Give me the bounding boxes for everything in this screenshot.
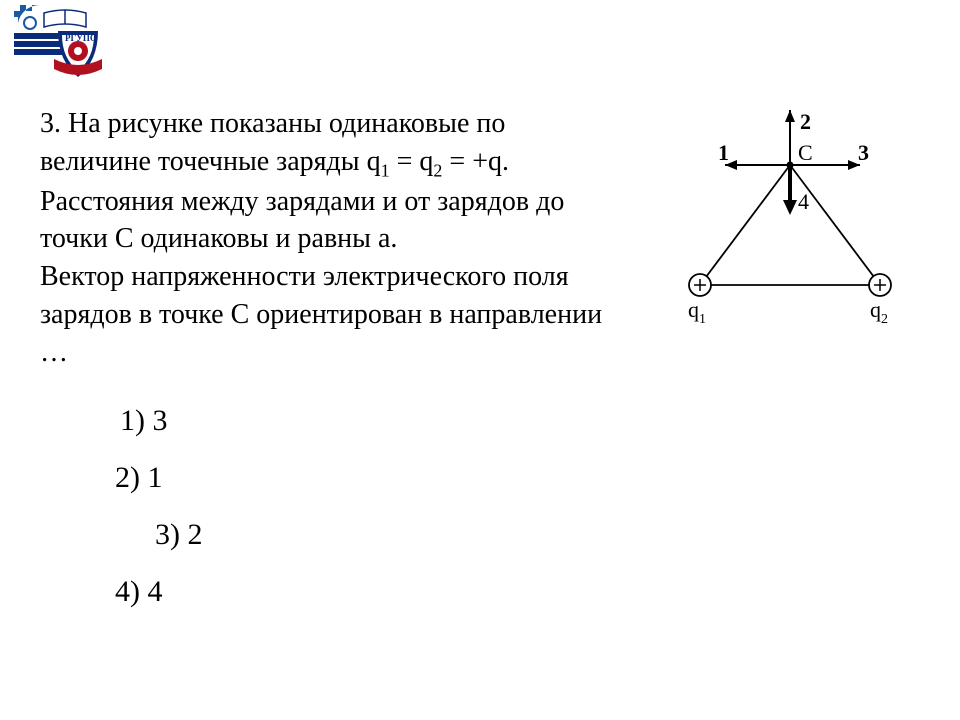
label-c: C (798, 140, 813, 165)
option-2: 2) 1 (115, 449, 920, 506)
option-3: 3) 2 (155, 506, 920, 563)
page-root: РГУПС 3. На рисунке показаны одинаковые … (0, 0, 960, 720)
option-1: 1) 3 (120, 392, 920, 449)
q-line2a: величине точечные заряды q (40, 146, 381, 177)
answer-options: 1) 3 2) 1 3) 2 4) 4 (40, 392, 920, 620)
q-line6: зарядов в точке C ориентирован в направл… (40, 299, 602, 330)
q-line5: Вектор напряженности электрического поля (40, 261, 569, 292)
label-q2: q2 (870, 297, 888, 327)
triangle-diagram: 1 2 3 4 C q1 q2 (660, 105, 920, 340)
q-line2-sub1: 1 (381, 160, 390, 180)
arrowhead-up-icon (785, 110, 795, 122)
question-row: 3. На рисунке показаны одинаковые по вел… (40, 105, 920, 372)
org-logo: РГУПС (10, 5, 110, 85)
label-dir3: 3 (858, 140, 869, 165)
question-text: 3. На рисунке показаны одинаковые по вел… (40, 105, 650, 372)
q-line4: точки C одинаковы и равны a. (40, 223, 397, 254)
option-4: 4) 4 (115, 563, 920, 620)
label-dir1: 1 (718, 140, 729, 165)
q-line3: Расстояния между зарядами и от зарядов д… (40, 186, 564, 217)
side-c-q2 (790, 165, 880, 285)
q-line7: … (40, 337, 68, 368)
side-c-q1 (700, 165, 790, 285)
q-line2b: = q (390, 146, 434, 177)
q-line1: 3. На рисунке показаны одинаковые по (40, 108, 505, 139)
q-line2c: = +q. (442, 146, 509, 177)
label-dir2: 2 (800, 109, 811, 134)
arrowhead-down-icon (783, 200, 797, 215)
label-dir4: 4 (798, 189, 809, 214)
label-q1: q1 (688, 297, 706, 327)
content-area: 3. На рисунке показаны одинаковые по вел… (40, 105, 920, 620)
logo-text: РГУПС (65, 33, 96, 43)
logo-svg: РГУПС (10, 5, 110, 85)
diagram-svg: 1 2 3 4 C q1 q2 (660, 105, 920, 335)
